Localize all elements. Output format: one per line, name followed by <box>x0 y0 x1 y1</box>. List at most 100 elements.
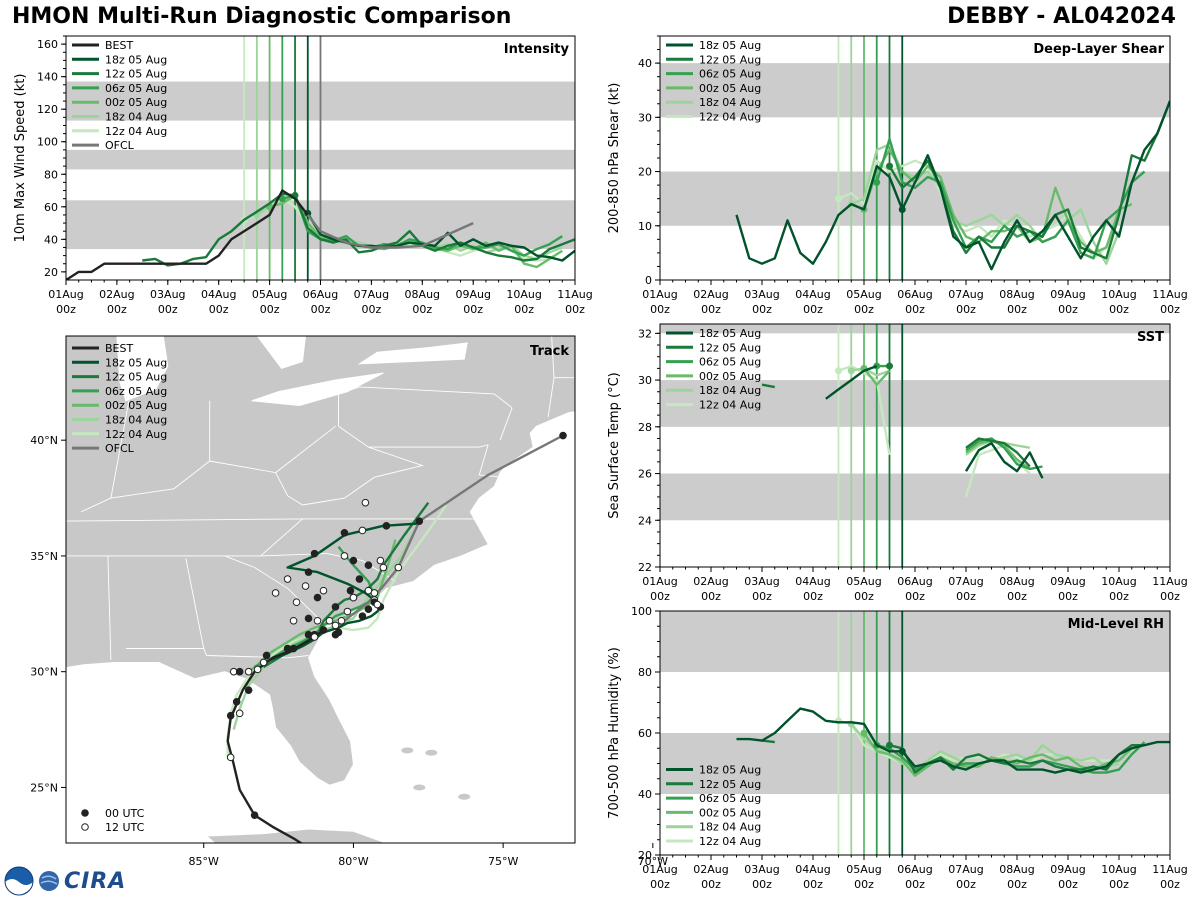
intensity-ytick-label: 120 <box>37 103 58 116</box>
intensity-xtick-label: 00z <box>311 303 331 316</box>
shear-legend-label-06z-05-aug: 06z 05 Aug <box>699 68 761 81</box>
shear-xtick-label: 00z <box>905 303 925 316</box>
track-ytick-label: 35°N <box>30 550 58 563</box>
rh-xtick-label: 06Aug <box>897 863 932 876</box>
intensity-chart: 20 40 60 80 100 120 140 160 01Aug 00z 02Aug 00z 03Au… <box>13 35 593 316</box>
track-marker-18z-04-aug <box>244 686 253 695</box>
noaa-logo-icon <box>4 866 34 896</box>
track-marker <box>313 593 322 602</box>
shear-series-18z-05-aug <box>735 100 1170 271</box>
intensity-xtick-label: 08Aug <box>405 288 440 301</box>
track-marker-18z-05-aug <box>340 528 349 537</box>
intensity-ytick-label: 20 <box>44 266 58 279</box>
sst-init-point-18z-04-aug <box>847 367 855 375</box>
track-marker <box>283 644 292 653</box>
rh-xtick-label: 00z <box>956 878 976 891</box>
shear-xtick-label: 10Aug <box>1101 288 1136 301</box>
intensity-xtick-label: 00z <box>463 303 483 316</box>
rh-xtick-label: 04Aug <box>795 863 830 876</box>
great-lake-2 <box>251 372 384 407</box>
track-marker-00z-05-aug <box>337 616 346 625</box>
shear-ytick-label: 30 <box>638 111 652 124</box>
intensity-legend-label-12z-04-aug: 12z 04 Aug <box>105 125 167 138</box>
track-marker <box>346 586 355 595</box>
shear-init-point-12z-04-aug <box>835 195 842 203</box>
track-marker-00z-05-aug <box>262 651 271 660</box>
track-marker-12z-05-aug <box>313 616 322 625</box>
state-border-20 <box>620 318 629 369</box>
track-legend-label-12z-04-aug: 12z 04 Aug <box>105 428 167 441</box>
track-marker <box>304 568 313 576</box>
track-marker <box>304 614 313 623</box>
shear-xtick-label: 08Aug <box>999 288 1034 301</box>
shear-ylabel: 200-850 hPa Shear (kt) <box>607 83 622 234</box>
track-map: 85°W 80°W 75°W 70°W 25°N 30°N 35°N 40°N Track BES… <box>30 318 668 868</box>
shear-xtick-label: 00z <box>854 303 874 316</box>
sst-xtick-label: 00z <box>650 590 670 603</box>
shear-legend-label-12z-05-aug: 12z 05 Aug <box>699 53 761 66</box>
shear-xtick-label: 00z <box>650 303 670 316</box>
intensity-xtick-label: 04Aug <box>201 288 236 301</box>
rh-xtick-label: 08Aug <box>999 863 1034 876</box>
track-legend-label-best: BEST <box>105 342 133 355</box>
intensity-xtick-label: 03Aug <box>150 288 185 301</box>
intensity-ytick-label: 140 <box>37 71 58 84</box>
track-marker-12z-04-aug <box>259 658 268 667</box>
track-marker-best <box>226 711 235 720</box>
rh-legend-label-06z-05-aug: 06z 05 Aug <box>699 792 761 805</box>
rh-ytick-label: 80 <box>638 666 652 679</box>
rh-xtick-label: 02Aug <box>693 863 728 876</box>
sst-xtick-label: 04Aug <box>795 575 830 588</box>
intensity-ytick-label: 60 <box>44 201 58 214</box>
rh-legend-label-18z-04-aug: 18z 04 Aug <box>699 821 761 834</box>
rh-legend-label-18z-05-aug: 18z 05 Aug <box>699 764 761 777</box>
track-marker-best <box>235 709 244 718</box>
shear-xtick-label: 00z <box>956 303 976 316</box>
track-series-ofcl <box>337 434 564 627</box>
sst-band-0 <box>660 473 1170 521</box>
sst-xtick-label: 01Aug <box>642 575 677 588</box>
shear-xtick-label: 01Aug <box>642 288 677 301</box>
page-title: HMON Multi-Run Diagnostic Comparison <box>12 4 512 29</box>
bahamas-island-2 <box>413 784 426 791</box>
intensity-legend-label-18z-04-aug: 18z 04 Aug <box>105 111 167 124</box>
rh-xtick-label: 11Aug <box>1152 863 1187 876</box>
sst-xtick-label: 00z <box>1109 590 1129 603</box>
shear-legend-label-12z-04-aug: 12z 04 Aug <box>699 111 761 124</box>
track-marker <box>331 630 340 639</box>
sst-ytick-label: 28 <box>638 421 652 434</box>
rh-chart: 20 40 60 80 100 01Aug 00z 02Aug 00z 03Aug 00z 04Aug… <box>607 605 1188 891</box>
sst-plot-area <box>660 324 1170 567</box>
sst-ylabel: Sea Surface Temp (°C) <box>607 372 622 519</box>
sst-xtick-label: 00z <box>752 590 772 603</box>
state-border-7 <box>66 518 303 522</box>
rh-series-18z-05-aug <box>736 707 1170 774</box>
great-lake-3 <box>357 342 468 365</box>
intensity-ytick-label: 160 <box>37 38 58 51</box>
track-ytick-label: 30°N <box>30 666 58 679</box>
track-marker <box>364 586 373 595</box>
state-border-18 <box>554 377 575 379</box>
sst-legend-label-06z-05-aug: 06z 05 Aug <box>699 356 761 369</box>
sst-ytick-label: 32 <box>638 327 652 340</box>
state-border-11 <box>338 425 489 448</box>
state-border-22 <box>499 407 513 441</box>
shear-xtick-label: 00z <box>752 303 772 316</box>
track-marker <box>364 561 373 569</box>
rh-xtick-label: 01Aug <box>642 863 677 876</box>
shear-title: Deep-Layer Shear <box>1033 42 1164 57</box>
rh-xtick-label: 07Aug <box>948 863 983 876</box>
track-marker <box>355 575 364 583</box>
rh-ytick-label: 20 <box>638 849 652 862</box>
state-border-1 <box>185 558 205 649</box>
state-border-21 <box>478 444 504 478</box>
great-lake-1 <box>256 336 308 369</box>
track-marker <box>292 598 301 607</box>
sst-xtick-label: 00z <box>1007 590 1027 603</box>
shear-legend-label-18z-05-aug: 18z 05 Aug <box>699 39 761 52</box>
intensity-series-best <box>66 189 309 280</box>
intensity-xtick-label: 01Aug <box>48 288 83 301</box>
shear-xtick-label: 07Aug <box>948 288 983 301</box>
sst-series-12z-05-aug <box>761 383 1031 468</box>
shear-legend-label-00z-05-aug: 00z 05 Aug <box>699 82 761 95</box>
